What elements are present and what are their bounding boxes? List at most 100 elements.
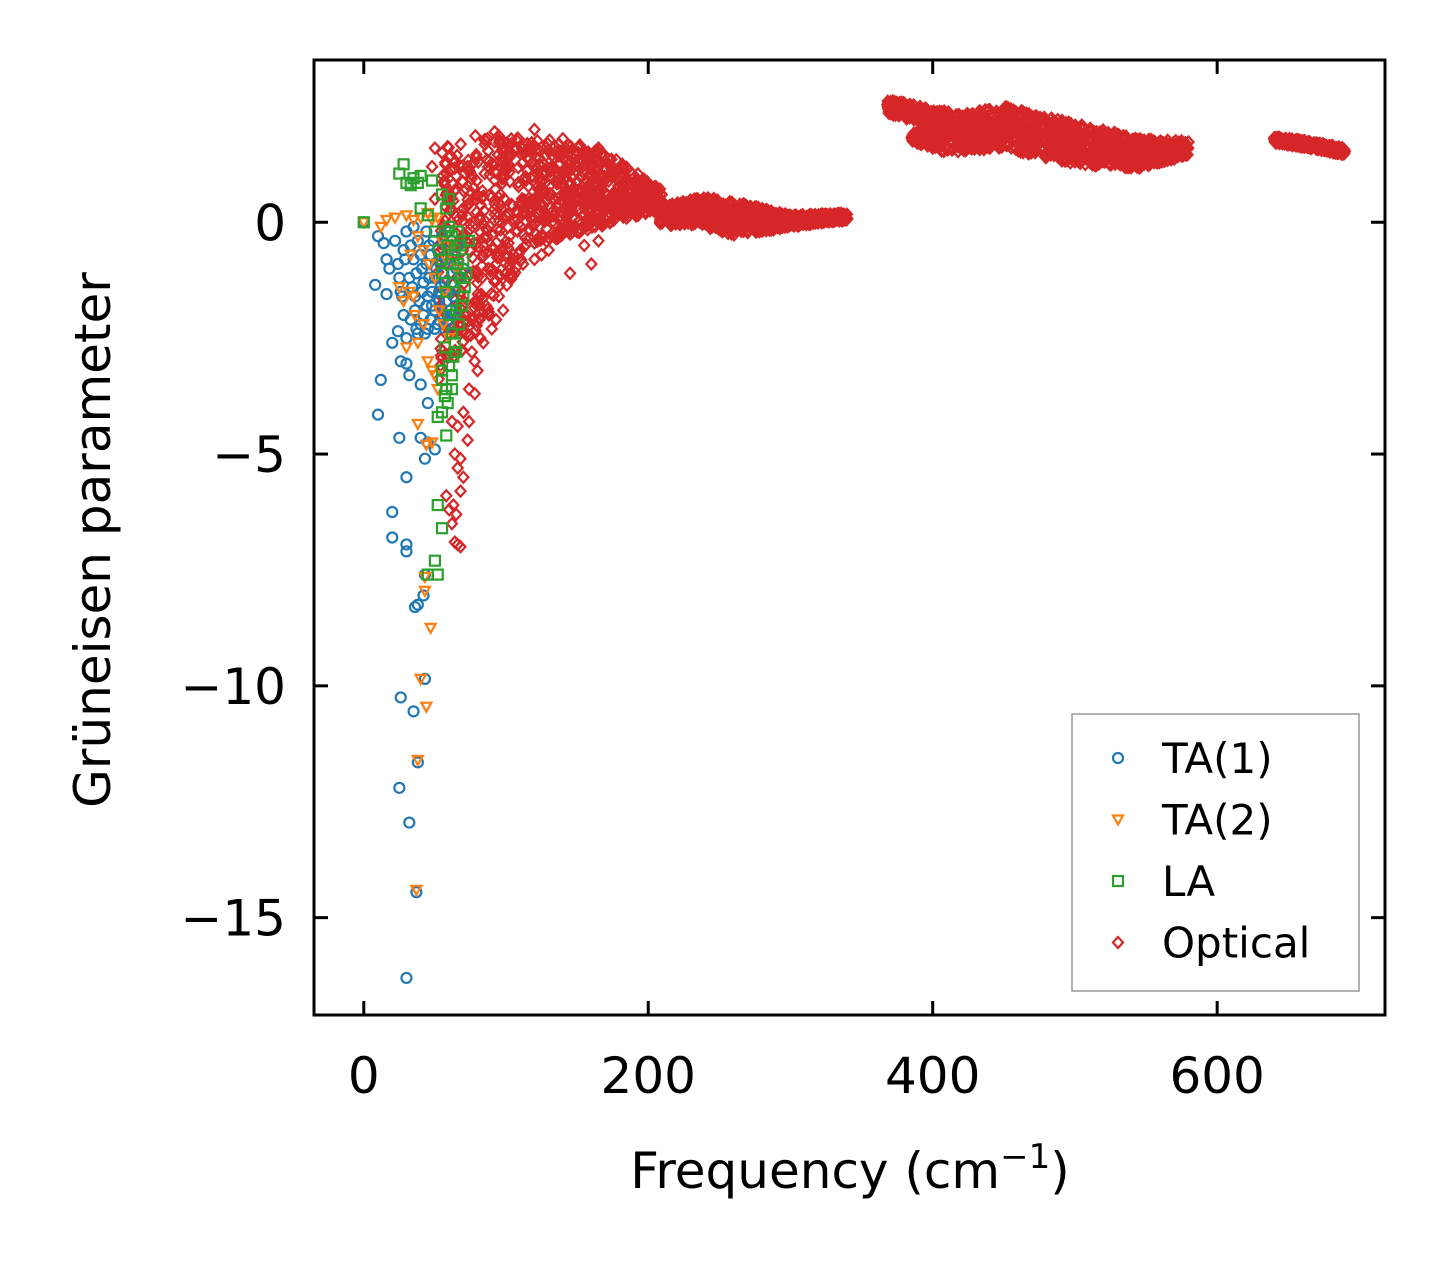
data-point — [519, 169, 533, 184]
data-point — [540, 221, 554, 236]
data-point — [472, 289, 486, 305]
data-point — [971, 105, 985, 120]
data-point — [433, 243, 446, 257]
data-point — [563, 266, 577, 281]
data-point — [533, 174, 547, 189]
data-point — [369, 278, 382, 291]
data-point — [421, 209, 434, 222]
data-point — [516, 256, 530, 272]
data-point — [399, 342, 414, 355]
data-point — [702, 216, 716, 231]
data-point — [499, 162, 513, 178]
x-tick-label: 400 — [885, 1047, 980, 1105]
data-point — [458, 281, 471, 294]
data-point — [408, 309, 422, 323]
data-point — [371, 408, 385, 421]
data-point — [506, 247, 520, 262]
data-point — [493, 198, 507, 213]
data-point — [481, 244, 495, 259]
data-point — [485, 321, 499, 337]
data-point — [577, 193, 591, 208]
data-point — [577, 220, 591, 235]
y-tick-label: −5 — [212, 426, 286, 484]
data-point — [1083, 121, 1097, 136]
data-point — [475, 258, 489, 273]
x-axis-label-tail: ) — [1050, 1142, 1070, 1200]
data-point — [1176, 143, 1190, 158]
data-point — [779, 216, 793, 231]
data-point — [502, 165, 516, 180]
x-axis-label-superscript: −1 — [1000, 1137, 1050, 1177]
data-point — [440, 429, 453, 442]
data-point — [834, 209, 848, 224]
data-point — [1011, 143, 1025, 159]
data-point — [518, 145, 532, 160]
data-point — [900, 111, 914, 126]
data-point — [496, 149, 510, 164]
data-point — [462, 234, 476, 247]
data-point — [467, 235, 481, 250]
data-point — [582, 182, 596, 197]
data-point — [512, 179, 526, 194]
data-point — [438, 178, 452, 193]
data-point — [650, 185, 664, 201]
data-point — [493, 268, 507, 283]
data-point — [553, 143, 567, 159]
data-point — [675, 195, 689, 210]
data-point — [438, 225, 451, 238]
data-point — [428, 191, 442, 207]
data-point — [549, 231, 563, 246]
data-point — [678, 212, 692, 228]
data-point — [400, 357, 413, 370]
data-point — [693, 211, 707, 226]
data-point — [591, 140, 605, 156]
data-point — [459, 326, 473, 341]
data-point — [959, 119, 973, 134]
data-point — [1000, 138, 1014, 153]
data-point — [598, 202, 612, 218]
data-point — [1085, 133, 1099, 148]
data-point — [411, 756, 424, 769]
data-point — [413, 673, 428, 687]
data-point — [595, 176, 609, 191]
data-point — [410, 754, 425, 768]
data-point — [618, 186, 632, 202]
data-point — [482, 307, 496, 323]
data-point — [529, 159, 543, 175]
data-point — [979, 128, 993, 144]
data-point — [1313, 137, 1327, 152]
data-point — [595, 156, 609, 171]
data-point — [632, 206, 646, 222]
data-point — [563, 161, 577, 176]
data-point — [588, 163, 602, 178]
data-point — [591, 233, 605, 248]
data-point — [499, 207, 513, 223]
data-point — [526, 155, 540, 170]
data-point — [902, 101, 916, 116]
data-point — [494, 222, 508, 238]
data-point — [435, 522, 449, 535]
data-point — [511, 160, 525, 175]
legend-marker — [1111, 751, 1125, 765]
legend: TA(1) TA(2) LA Optical — [1071, 713, 1360, 992]
data-point — [1059, 119, 1073, 134]
data-point — [411, 176, 424, 189]
data-point — [400, 332, 413, 345]
data-point — [749, 221, 763, 236]
data-point — [1039, 150, 1053, 165]
data-point — [556, 131, 570, 146]
data-point — [415, 262, 429, 275]
data-point — [455, 299, 469, 312]
data-point — [681, 215, 695, 231]
data-point — [519, 205, 533, 221]
data-point — [723, 214, 737, 230]
data-point — [499, 266, 513, 281]
data-point — [425, 437, 439, 450]
data-point — [899, 100, 913, 115]
y-axis-label: Grüneisen parameter — [64, 272, 122, 808]
data-point — [421, 396, 434, 410]
data-point — [470, 205, 484, 220]
data-point — [1038, 124, 1052, 139]
data-point — [481, 160, 495, 175]
